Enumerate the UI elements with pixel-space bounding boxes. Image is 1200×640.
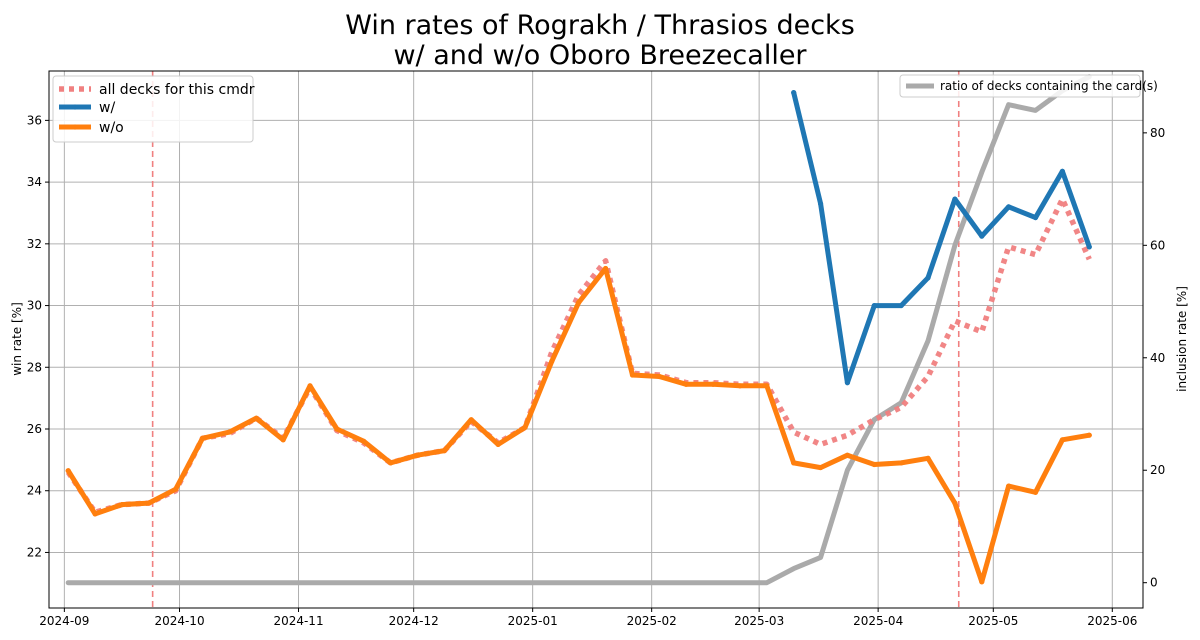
series-layer: [65, 74, 1092, 586]
y-tick-label: 34: [27, 175, 42, 189]
series-line-inclusion-rate: [65, 74, 1092, 586]
data-point: [361, 438, 367, 444]
data-point: [656, 373, 662, 380]
data-point: [441, 448, 447, 454]
data-point: [952, 500, 958, 506]
legend-marker: [72, 124, 78, 130]
x-tick-label: 2024-10: [154, 614, 204, 628]
legend-left: all decks for this cmdr w/w/o: [52, 75, 255, 143]
data-point: [1032, 214, 1039, 221]
data-point: [253, 415, 259, 421]
x-tick-label: 2025-02: [627, 614, 677, 628]
data-point: [817, 201, 824, 207]
chart-title-line-1: Win rates of Rograkh / Thrasios decks: [345, 10, 855, 41]
x-tick-label: 2025-01: [508, 614, 558, 628]
data-point: [602, 265, 609, 272]
data-point: [979, 579, 985, 585]
y2-tick-label: 80: [1150, 126, 1165, 140]
series-line-all-decks: [65, 196, 1092, 516]
plot-frame: [48, 70, 1144, 609]
data-point: [199, 435, 206, 441]
data-point: [871, 461, 877, 468]
data-point: [844, 452, 851, 458]
data-point: [683, 381, 689, 387]
data-point: [65, 468, 71, 474]
data-point: [495, 441, 501, 448]
x-tick-label: 2025-06: [1087, 614, 1137, 628]
chart-title-line-2: w/ and w/o Oboro Breezecaller: [393, 40, 807, 71]
data-point: [92, 511, 98, 517]
y-tick-label: 22: [27, 545, 42, 559]
data-point: [871, 302, 877, 309]
y-axis-label: win rate [%]: [10, 302, 24, 376]
legend-marker: [72, 104, 78, 110]
data-point: [710, 381, 716, 387]
axes: 2024-09 2024-10 2024-11 2024-12 2025-01 2025-…: [27, 70, 1165, 628]
data-point: [119, 502, 125, 508]
data-point: [791, 460, 797, 466]
data-point: [334, 426, 340, 432]
y2-tick-label: 40: [1150, 351, 1165, 365]
legend-right-box: [899, 74, 1141, 98]
gridlines: [49, 71, 1143, 608]
data-point: [791, 90, 797, 96]
data-point: [925, 275, 931, 281]
data-point: [307, 383, 313, 389]
data-point: [1059, 437, 1065, 443]
data-point: [388, 460, 394, 466]
x-tick-label: 2024-11: [273, 614, 323, 628]
data-point: [952, 196, 958, 202]
data-point: [979, 233, 985, 239]
data-point: [1086, 432, 1092, 438]
data-point: [1006, 204, 1012, 210]
data-point: [549, 358, 555, 364]
data-point: [1059, 168, 1065, 174]
data-point: [898, 460, 904, 466]
data-point: [844, 380, 851, 386]
data-point: [414, 452, 421, 458]
data-point: [1086, 244, 1092, 250]
data-point: [173, 486, 179, 492]
y2-tick-label: 0: [1150, 576, 1158, 590]
x-tick-label: 2025-03: [734, 614, 784, 628]
y-tick-label: 36: [27, 113, 42, 127]
y-tick-label: 24: [27, 484, 42, 498]
data-point: [764, 383, 770, 389]
legend-right: ratio of decks containing the card(s): [899, 74, 1158, 98]
data-point: [576, 299, 582, 306]
y-tick-label: 28: [27, 360, 42, 374]
x-tick-label: 2025-04: [853, 614, 903, 628]
data-point: [146, 500, 152, 506]
legend-label: ratio of decks containing the card(s): [940, 79, 1158, 93]
legend-label: all decks for this cmdr: [99, 82, 255, 98]
x-tick-label: 2024-12: [389, 614, 439, 628]
data-point: [1006, 483, 1012, 489]
y2-axis-label: inclusion rate [%]: [1175, 286, 1189, 392]
data-point: [522, 424, 528, 431]
y2-tick-label: 60: [1150, 238, 1165, 252]
data-point: [280, 437, 286, 443]
y-tick-label: 30: [27, 299, 42, 313]
y-tick-label: 26: [27, 422, 42, 436]
data-point: [226, 429, 233, 435]
data-point: [468, 417, 474, 423]
x-tick-label: 2025-05: [968, 614, 1018, 628]
data-point: [925, 455, 931, 461]
legend-label: w/o: [99, 120, 124, 136]
y2-tick-label: 20: [1150, 463, 1165, 477]
data-point: [629, 372, 636, 378]
data-point: [898, 302, 904, 309]
data-point: [1032, 489, 1039, 495]
series-line-with-card: [791, 90, 1092, 386]
data-point: [737, 383, 743, 389]
y-tick-label: 32: [27, 237, 42, 251]
legend-left-box: [52, 75, 254, 143]
x-tick-label: 2024-09: [39, 614, 89, 628]
legend-label: w/: [99, 100, 115, 116]
data-point: [817, 464, 824, 471]
